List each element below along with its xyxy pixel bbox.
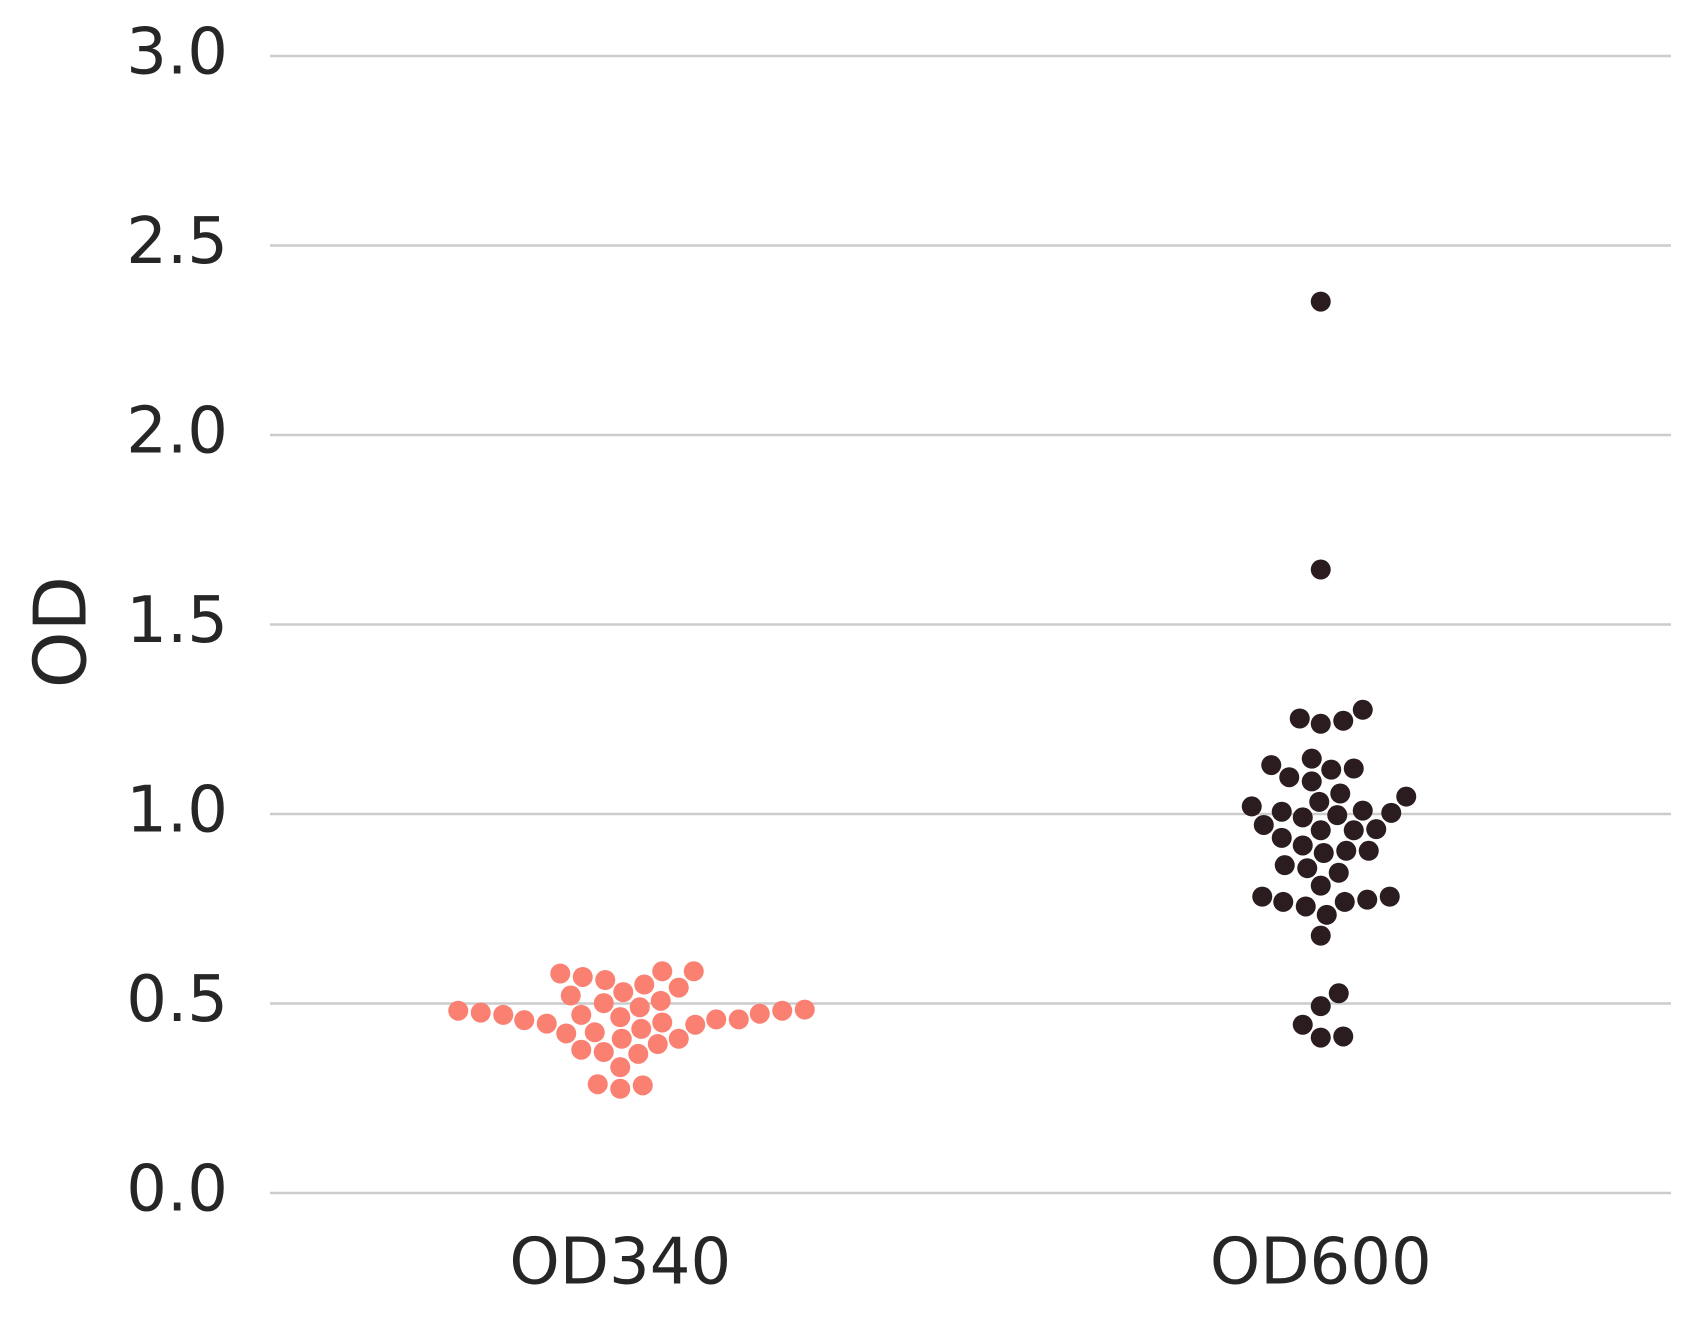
point [706,1009,727,1030]
point [652,1012,673,1033]
point [1310,559,1331,580]
point [593,993,614,1014]
y-tick-label: 1.0 [126,774,228,848]
point [448,1000,469,1021]
point [1292,835,1313,856]
point [632,1075,653,1096]
point [571,1039,592,1060]
y-tick-label: 0.0 [126,1153,228,1227]
point [647,1034,668,1055]
point [794,999,815,1020]
point [610,1007,631,1028]
point [593,1042,614,1063]
point [1271,801,1292,822]
point [1310,713,1331,734]
point [668,977,689,998]
point [1310,820,1331,841]
point [584,1022,605,1043]
point [1295,896,1316,917]
y-tick-label: 1.5 [126,584,228,658]
point [1396,786,1417,807]
point [1352,699,1373,720]
x-tick-label: OD600 [1210,1226,1432,1300]
point [1252,886,1273,907]
y-tick-label: 2.5 [126,205,228,279]
x-tick-label: OD340 [509,1226,731,1300]
y-tick-label: 2.0 [126,395,228,469]
point [1292,807,1313,828]
point [610,1078,631,1099]
y-tick-label: 3.0 [126,16,228,90]
point [572,966,593,987]
point [629,997,650,1018]
point [772,1000,793,1021]
point [1327,805,1348,826]
point [1328,862,1349,883]
point [1292,1014,1313,1035]
point [1310,875,1331,896]
point [1366,819,1387,840]
point [1310,925,1331,946]
point [683,961,704,982]
point [1310,996,1331,1017]
point [628,1043,649,1064]
point [595,970,616,991]
point [536,1013,557,1034]
point [1273,891,1294,912]
point [728,1009,749,1030]
point [1358,840,1379,861]
point [587,1074,608,1095]
point [1274,855,1295,876]
point [571,1004,592,1025]
point [1310,1027,1331,1048]
point [1334,891,1355,912]
point [493,1004,514,1025]
point [1310,291,1331,312]
point [1321,759,1342,780]
point [1289,708,1310,729]
point [1333,1026,1354,1047]
point [611,1028,632,1049]
point [470,1002,491,1023]
point [556,1023,577,1044]
point [1343,758,1364,779]
y-tick-label: 0.5 [126,963,228,1037]
point [631,1018,652,1039]
point [749,1003,770,1024]
point [610,1057,631,1078]
point [1301,748,1322,769]
point [1309,791,1330,812]
point [634,974,655,995]
point [1297,858,1318,879]
point [1343,820,1364,841]
point [652,961,673,982]
point [685,1014,706,1035]
point [1333,710,1354,731]
point [1336,840,1357,861]
point [1279,767,1300,788]
point [668,1028,689,1049]
point [1328,983,1349,1004]
point [1381,802,1402,823]
point [613,982,634,1003]
point [1301,771,1322,792]
point [550,963,571,984]
y-axis-label: OD [19,576,103,688]
point [1330,783,1351,804]
point [514,1010,535,1031]
point [1316,904,1337,925]
point [1352,800,1373,821]
point [650,990,671,1011]
point [1241,796,1262,817]
point [1261,755,1282,776]
point [1379,886,1400,907]
point [1271,827,1292,848]
point [1357,889,1378,910]
point [560,985,581,1006]
point [1253,814,1274,835]
point [1313,843,1334,864]
